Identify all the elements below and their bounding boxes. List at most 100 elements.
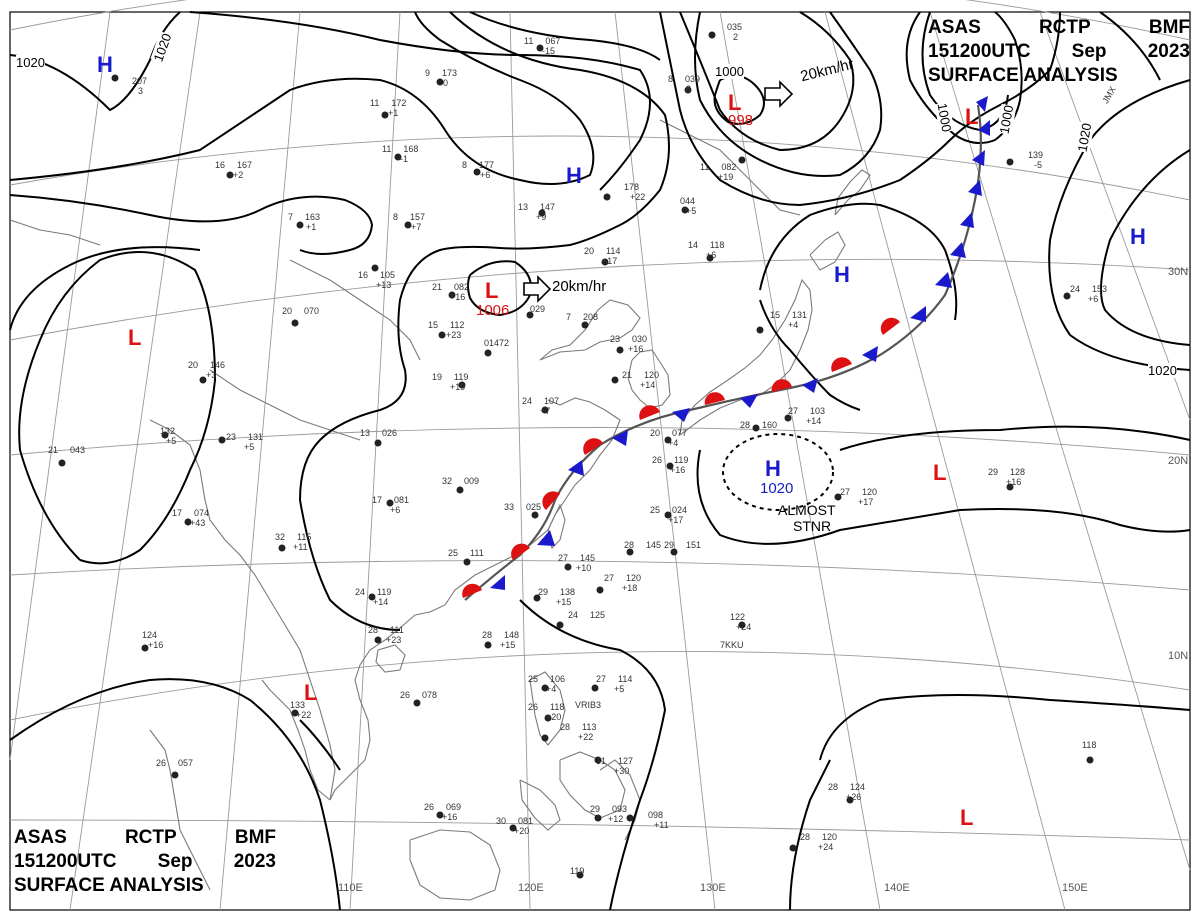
- station-temp-pressure: 16 167: [215, 160, 252, 170]
- station-plot: 25 024 +17: [650, 505, 687, 525]
- station-plot: 29 128 +16: [988, 467, 1025, 487]
- station-plot: 23 131 +5: [226, 432, 263, 452]
- station-temperature: 24: [522, 396, 533, 406]
- station-temp-pressure: 25 111: [448, 548, 484, 558]
- station-plot: 118: [1070, 740, 1096, 750]
- station-plot: 32 009: [442, 476, 479, 486]
- station-tendency: +14: [806, 416, 822, 426]
- station-pressure: 172: [391, 98, 407, 108]
- station-tendency: +5: [244, 442, 255, 452]
- station-temperature: 27: [840, 487, 851, 497]
- station-temp-pressure: 28 113: [560, 722, 596, 732]
- station-temperature: 31: [596, 756, 607, 766]
- station-temp-pressure: 7 208: [566, 312, 598, 322]
- station-plot: 16 105 +13: [358, 270, 395, 290]
- station-pressure: 029: [530, 304, 546, 314]
- station-temp-pressure: 9 173: [425, 68, 457, 78]
- station-plot: 28 120 +24: [800, 832, 837, 852]
- low-center-marker: L: [965, 104, 979, 129]
- station-plot: 8 177 +6: [462, 160, 494, 180]
- station-plot: 25 111: [448, 548, 484, 558]
- station-tendency: +4: [668, 438, 679, 448]
- station-plot: 26 119 +16: [652, 455, 688, 475]
- station-tendency: +15: [500, 640, 516, 650]
- station-temp-pressure: 33 025: [504, 502, 541, 512]
- station-tendency: +43: [190, 518, 206, 528]
- station-temp-pressure: 16 105: [358, 270, 395, 280]
- station-temp-pressure: 207: [120, 76, 147, 86]
- header-source: RCTP: [1038, 17, 1091, 38]
- station-pressure: 208: [583, 312, 599, 322]
- station-tendency: +1: [306, 222, 317, 232]
- station-temp-pressure: 32 115: [275, 532, 311, 542]
- station-plot: 26 118 +20: [528, 702, 564, 722]
- station-temp-pressure: 29 128: [988, 467, 1025, 477]
- station-temperature: 9: [425, 68, 431, 78]
- station-temperature: 26: [400, 690, 411, 700]
- station-id-label: 7KKU: [720, 640, 744, 650]
- station-pressure: 119: [454, 372, 469, 382]
- station-temperature: 20: [188, 360, 199, 370]
- station-temperature: 23: [226, 432, 237, 442]
- header-product: BMF: [234, 827, 276, 848]
- station-temperature: 29: [538, 587, 549, 597]
- header-month: Sep: [157, 851, 193, 872]
- station-temperature: 26: [424, 802, 435, 812]
- station-pressure: 119: [377, 587, 392, 597]
- station-temperature: 20: [282, 306, 293, 316]
- station-tendency: +10: [576, 563, 592, 573]
- station-plot: 31 127 +30: [596, 756, 633, 776]
- station-temperature: 27: [596, 674, 607, 684]
- station-plot: 044 +5: [668, 196, 696, 216]
- station-tendency: +23: [446, 330, 462, 340]
- station-pressure: 111: [470, 548, 484, 558]
- station-pressure: 160: [762, 420, 778, 430]
- station-plot: 25 106 +4: [528, 674, 565, 694]
- station-temp-pressure: 25 106: [528, 674, 565, 684]
- motion-speed-label: 20km/hr: [798, 55, 856, 86]
- station-pressure: 025: [526, 502, 542, 512]
- station-tendency: +2: [233, 170, 244, 180]
- station-plot: 122 +24: [718, 612, 751, 632]
- station-plot: 15 112 +23: [428, 320, 464, 340]
- station-tendency: +16: [450, 292, 466, 302]
- header-product: BMF: [1148, 17, 1190, 38]
- station-tendency: +19: [718, 172, 734, 182]
- station-plot: 20 070: [282, 306, 319, 316]
- almost-stnr-label: ALMOST: [778, 502, 836, 518]
- isobar-label: 1020: [1148, 363, 1177, 378]
- station-plot: 20 114 +17: [584, 246, 620, 266]
- station-temperature: 30: [496, 816, 507, 826]
- station-plot: 24 107 +7: [522, 396, 559, 416]
- station-temp-pressure: 19 119: [432, 372, 468, 382]
- station-temperature: 8: [393, 212, 399, 222]
- isobars: [9, 11, 1191, 911]
- station-temp-pressure: 29 093: [590, 804, 627, 814]
- low-center-marker: L: [960, 805, 974, 830]
- station-pressure: 035: [727, 22, 743, 32]
- station-temp-pressure: 31 127: [596, 756, 633, 766]
- station-tendency: +16: [148, 640, 164, 650]
- station-pressure: 133: [290, 700, 306, 710]
- station-temp-pressure: 28 111: [368, 625, 404, 635]
- station-plot: 17 074 +43: [172, 508, 209, 528]
- station-plot: 13 026: [360, 428, 397, 438]
- station-temp-pressure: 28 120: [800, 832, 837, 842]
- station-temp-pressure: 13 026: [360, 428, 397, 438]
- station-plot: 24 125: [568, 610, 605, 620]
- station-plot: 14 118 +6: [688, 240, 724, 260]
- longitude-label: 110E: [338, 882, 363, 894]
- station-temperature: 11: [370, 98, 380, 108]
- station-pressure: 030: [632, 334, 648, 344]
- station-pressure: 093: [612, 804, 628, 814]
- longitude-label: 150E: [1062, 882, 1088, 894]
- station-temp-pressure: 178: [612, 182, 645, 192]
- station-temperature: 29: [590, 804, 601, 814]
- station-pressure: 077: [672, 428, 688, 438]
- low-center-marker: L: [728, 90, 742, 115]
- station-pressure: 081: [518, 816, 534, 826]
- station-temp-pressure: 15 131: [770, 310, 807, 320]
- station-temp-pressure: 11 168: [382, 144, 418, 154]
- station-plot: 29 093 +12: [590, 804, 627, 824]
